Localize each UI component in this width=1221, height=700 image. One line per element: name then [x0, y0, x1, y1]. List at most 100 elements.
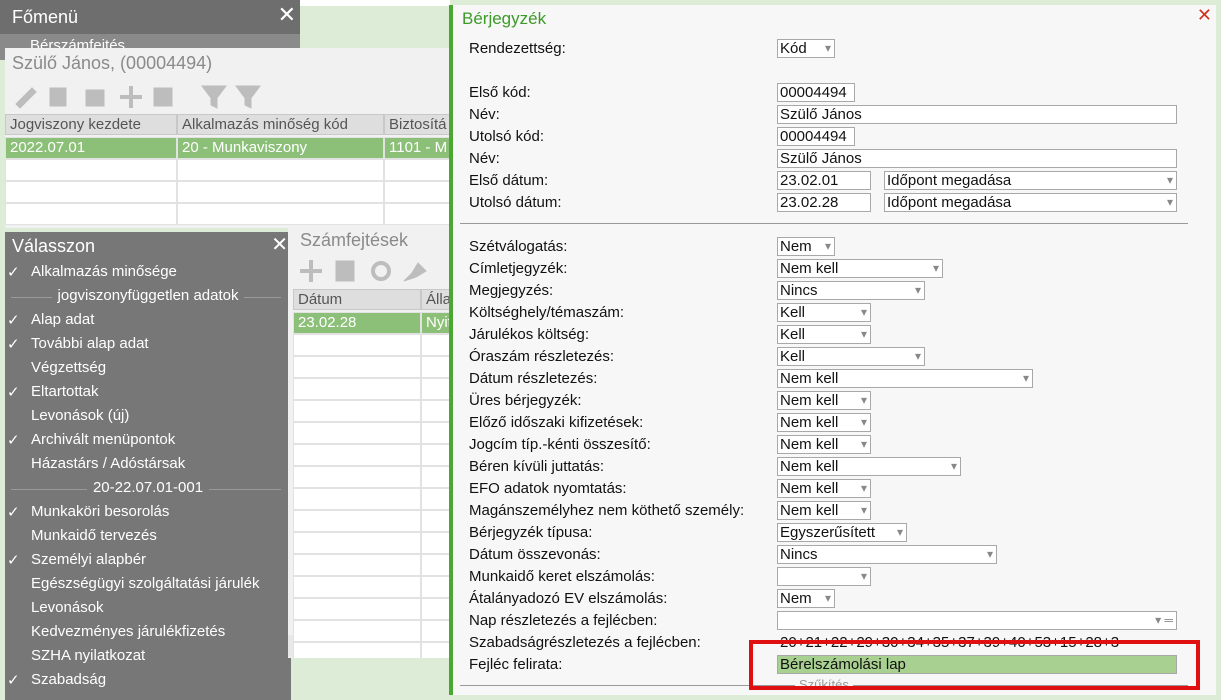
empty-cell[interactable]: [293, 576, 421, 598]
empty-cell[interactable]: [421, 576, 450, 598]
empty-cell[interactable]: [293, 554, 421, 576]
menu-item[interactable]: Személyi alapbér: [31, 551, 147, 568]
menu-item[interactable]: Eltartottak: [31, 383, 99, 400]
empty-cell[interactable]: [293, 334, 421, 356]
dropdown[interactable]: Kód ▾: [777, 39, 835, 58]
column-header[interactable]: Biztosítá: [384, 114, 450, 135]
dropdown[interactable]: Nincs ▾: [777, 281, 925, 300]
dropdown[interactable]: Időpont megadása ▾: [884, 171, 1177, 190]
empty-cell[interactable]: [421, 510, 450, 532]
empty-cell[interactable]: [293, 598, 421, 620]
dropdown-arrow[interactable]: ▾: [824, 239, 831, 253]
close[interactable]: ✕: [277, 2, 296, 27]
dropdown[interactable]: Nem ▾: [777, 237, 835, 256]
text-input[interactable]: Szülő János: [777, 105, 1177, 124]
menu-item[interactable]: Kedvezményes járulékfizetés: [31, 623, 226, 640]
dropdown[interactable]: Kell ▾: [777, 347, 925, 366]
dropdown-arrow[interactable]: ▾: [860, 569, 867, 583]
dropdown-arrow[interactable]: ▾: [914, 283, 921, 297]
column-header[interactable]: Jogviszony kezdete: [5, 114, 177, 135]
text-input[interactable]: 00004494: [777, 127, 855, 146]
dropdown[interactable]: Nem kell ▾: [777, 391, 871, 410]
text-input[interactable]: 23.02.01: [777, 171, 871, 190]
menu-item[interactable]: SZHA nyilatkozat: [31, 647, 146, 664]
empty-cell[interactable]: [421, 422, 450, 444]
empty-cell[interactable]: [421, 532, 450, 554]
empty-cell[interactable]: [421, 356, 450, 378]
dropdown-arrow[interactable]: ▾: [860, 503, 867, 517]
dropdown-arrow[interactable]: ▾ ═: [1155, 613, 1173, 627]
dropdown-arrow[interactable]: ▾: [860, 415, 867, 429]
dropdown[interactable]: Nem kell ▾: [777, 435, 871, 454]
dropdown[interactable]: Kell ▾: [777, 325, 871, 344]
dropdown[interactable]: ▾: [777, 567, 871, 586]
dropdown[interactable]: Nem kell ▾: [777, 369, 1033, 388]
menu-item[interactable]: Munkaidő tervezés: [31, 527, 157, 544]
empty-cell[interactable]: [421, 642, 450, 658]
dropdown[interactable]: Nem kell ▾: [777, 479, 871, 498]
menu-item[interactable]: Levonások (új): [31, 407, 130, 424]
dropdown[interactable]: Nincs ▾: [777, 545, 997, 564]
empty-cell[interactable]: [421, 598, 450, 620]
dropdown[interactable]: Nem kell ▾: [777, 259, 943, 278]
table-cell[interactable]: 2022.07.01: [5, 137, 177, 159]
dropdown-arrow[interactable]: ▾: [914, 349, 921, 363]
dropdown-arrow[interactable]: ▾: [824, 41, 831, 55]
table-cell[interactable]: 1101 - M: [384, 137, 450, 159]
dropdown[interactable]: ▾ ═: [777, 611, 1177, 630]
menu-item[interactable]: Munkaköri besorolás: [31, 503, 170, 520]
column-header[interactable]: Alkalmazás minőség kód: [177, 114, 384, 135]
dropdown-arrow[interactable]: ▾: [950, 459, 957, 473]
empty-cell[interactable]: [177, 203, 384, 225]
close[interactable]: ✕: [1196, 5, 1212, 25]
dropdown[interactable]: Időpont megadása ▾: [884, 193, 1177, 212]
empty-cell[interactable]: [421, 400, 450, 422]
dropdown[interactable]: Nem kell ▾: [777, 457, 961, 476]
column-header[interactable]: Álla: [421, 289, 450, 310]
dropdown-arrow[interactable]: ▾: [860, 437, 867, 451]
dropdown-arrow[interactable]: ▾: [860, 327, 867, 341]
dropdown-arrow[interactable]: ▾: [932, 261, 939, 275]
menu-item[interactable]: Egészségügyi szolgáltatási járulék: [31, 575, 260, 592]
empty-cell[interactable]: [5, 203, 177, 225]
text-input[interactable]: Bérelszámolási lap: [777, 655, 1177, 674]
empty-cell[interactable]: [293, 532, 421, 554]
empty-cell[interactable]: [384, 203, 450, 225]
dropdown-arrow[interactable]: ▾: [986, 547, 993, 561]
empty-cell[interactable]: [293, 378, 421, 400]
table-cell[interactable]: Nyit: [421, 312, 450, 334]
dropdown[interactable]: Egyszerűsített ▾: [777, 523, 907, 542]
dropdown-arrow[interactable]: ▾: [1022, 371, 1029, 385]
text-input[interactable]: Szülő János: [777, 149, 1177, 168]
empty-cell[interactable]: [384, 159, 450, 181]
close[interactable]: ✕: [271, 234, 288, 256]
empty-cell[interactable]: [5, 159, 177, 181]
dropdown[interactable]: Kell ▾: [777, 303, 871, 322]
table-cell[interactable]: 20 - Munkaviszony: [177, 137, 384, 159]
dropdown-arrow[interactable]: ▾: [1166, 195, 1173, 209]
empty-cell[interactable]: [421, 334, 450, 356]
empty-cell[interactable]: [293, 488, 421, 510]
menu-item[interactable]: További alap adat: [31, 335, 149, 352]
menu-item[interactable]: Alap adat: [31, 311, 95, 328]
dropdown-arrow[interactable]: ▾: [896, 525, 903, 539]
menu-item[interactable]: Archivált menüpontok: [31, 431, 176, 448]
dropdown-arrow[interactable]: ▾: [1166, 173, 1173, 187]
empty-cell[interactable]: [293, 444, 421, 466]
empty-cell[interactable]: [293, 642, 421, 658]
dropdown-arrow[interactable]: ▾: [860, 305, 867, 319]
menu-item[interactable]: Házastárs / Adóstársak: [31, 455, 186, 472]
empty-cell[interactable]: [293, 356, 421, 378]
empty-cell[interactable]: [177, 181, 384, 203]
empty-cell[interactable]: [384, 181, 450, 203]
menu-item[interactable]: Végzettség: [31, 359, 107, 376]
text-input[interactable]: 00004494: [777, 83, 855, 102]
table-cell[interactable]: 23.02.28: [293, 312, 421, 334]
empty-cell[interactable]: [421, 554, 450, 576]
empty-cell[interactable]: [421, 466, 450, 488]
empty-cell[interactable]: [421, 378, 450, 400]
empty-cell[interactable]: [421, 444, 450, 466]
column-header[interactable]: Dátum: [293, 289, 421, 310]
dropdown-arrow[interactable]: ▾: [860, 393, 867, 407]
empty-cell[interactable]: [293, 510, 421, 532]
